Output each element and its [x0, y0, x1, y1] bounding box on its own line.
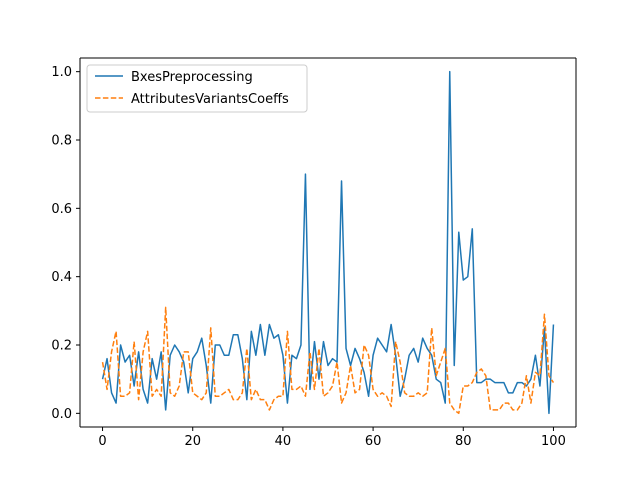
- x-tick-label: 100: [541, 434, 566, 449]
- axes-layer: 0 20 40 60 80 100 0.0 0.2 0.4 0.6 0.8 1.0: [51, 57, 577, 449]
- legend-label: BxesPreprocessing: [131, 70, 253, 85]
- y-tick-label: 1.0: [51, 65, 72, 80]
- legend: BxesPreprocessing AttributesVariantsCoeff…: [86, 64, 308, 113]
- legend-box: [86, 64, 308, 113]
- y-tick-label: 0.8: [51, 134, 72, 149]
- x-tick-label: 0: [98, 434, 106, 449]
- series-line-1: [101, 70, 555, 415]
- legend-label: AttributesVariantsCoeffs: [131, 92, 289, 107]
- x-tick-label: 60: [365, 434, 382, 449]
- x-tick-label: 80: [455, 434, 472, 449]
- y-tick-label: 0.2: [51, 339, 72, 354]
- y-tick-label: 0.4: [51, 270, 72, 285]
- y-tick-label: 0.0: [51, 407, 72, 422]
- series-line-2: [101, 306, 555, 415]
- series-layer: [101, 70, 555, 415]
- y-tick-label: 0.6: [51, 202, 72, 217]
- x-tick-label: 40: [275, 434, 292, 449]
- x-tick-label: 20: [184, 434, 201, 449]
